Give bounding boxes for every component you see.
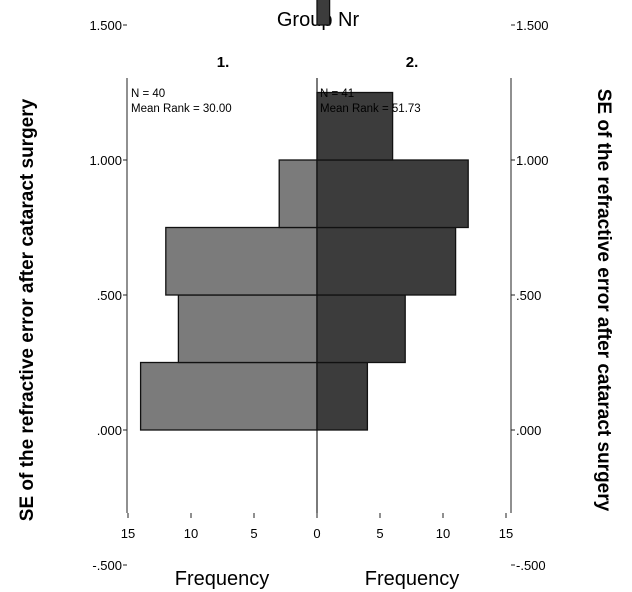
panel-1-mean-rank-label: Mean Rank = 30.00 [131,103,232,115]
bar-panel2-bin-0 [316,361,369,431]
y-tick-label-left: 1.000 [89,153,122,168]
bar-panel2-bin-1 [316,294,406,364]
x-tick-label-panel1: 10 [184,526,198,541]
y-axis-title-right: SE of the refractive error after catarac… [593,89,614,512]
bar-panel1-bin-2 [165,226,318,296]
x-ticks: 15 10 5 0 5 10 15 [121,513,513,541]
x-tick-label-panel2: 5 [376,526,383,541]
x-tick-label-panel2: 10 [436,526,450,541]
bar-panel2-bin-3 [316,159,469,229]
y-tick-label-right: 1.000 [516,153,549,168]
y-tick-label-right: -.500 [516,558,546,573]
bar-panel2-bin-4 [316,91,394,161]
x-tick-label-panel1: 5 [250,526,257,541]
y-axis-title-left: SE of the refractive error after catarac… [17,98,38,521]
x-axis-title-right: Frequency [365,568,460,590]
bars-group [139,0,469,431]
panel-1-title: 1. [217,54,230,71]
y-tick-label-left: -.500 [92,558,122,573]
bar-panel1-bin-1 [177,294,318,364]
y-tick-label-right: 1.500 [516,18,549,33]
panel-2-n-label: N = 41 [320,88,354,100]
bar-panel2-bin-2 [316,226,457,296]
panel-2-title: 2. [406,54,419,71]
bar-panel1-bin-0 [139,361,318,431]
panel-1-n-label: N = 40 [131,88,165,100]
x-tick-label-panel2: 15 [499,526,513,541]
y-tick-label-right: .000 [516,423,541,438]
x-axis-title-left: Frequency [175,568,270,590]
y-tick-label-left: 1.500 [89,18,122,33]
y-tick-label-right: .500 [516,288,541,303]
y-tick-label-left: .000 [97,423,122,438]
panel-2-mean-rank-label: Mean Rank = 51.73 [320,103,421,115]
bar-panel2-bin-5 [316,0,331,26]
x-tick-label-panel1: 0 [313,526,320,541]
bar-panel1-bin-3 [278,159,318,229]
x-tick-label-panel1: 15 [121,526,135,541]
y-tick-label-left: .500 [97,288,122,303]
